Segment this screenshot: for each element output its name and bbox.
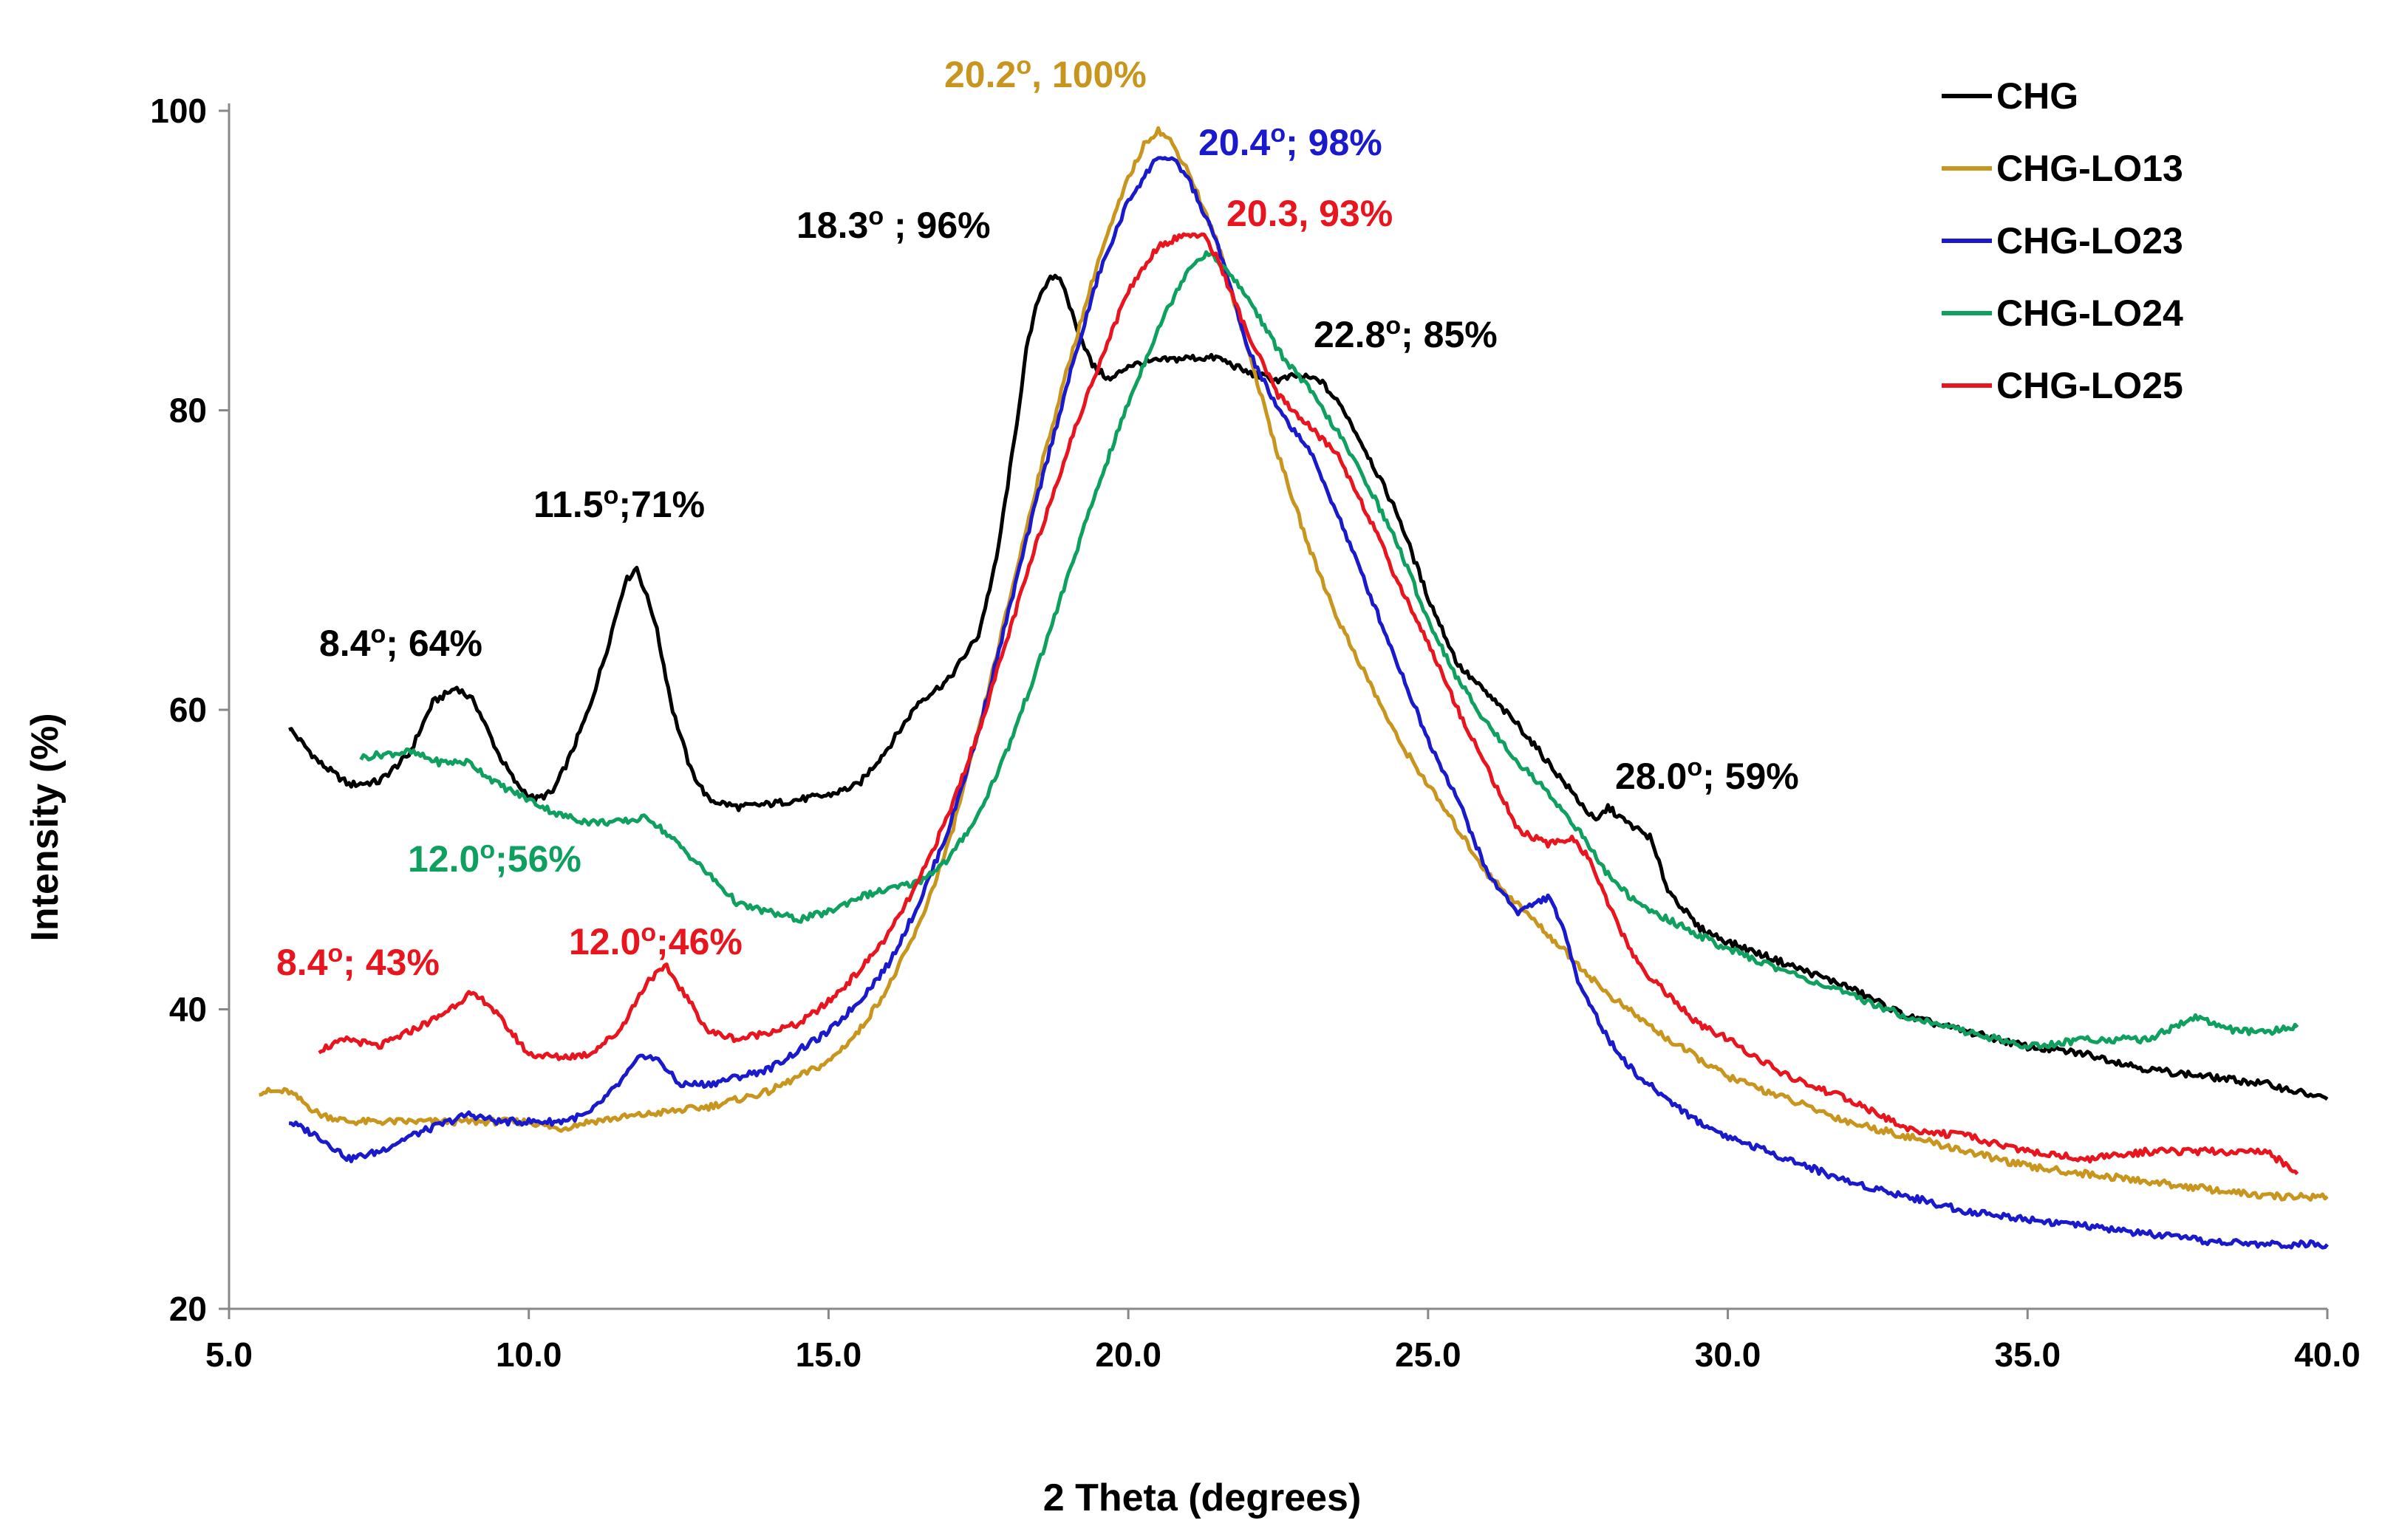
x-axis-title: 2 Theta (degrees) [1043,1476,1362,1519]
axes: 5.0 10.0 15.0 20.0 25.0 30.0 35.0 40.0 20 40 60 80 1… [150,92,2361,1374]
annotations: 8.4o; 64% 11.5o;71% 18.3o ; 96% 22.8o; 85% 2… [276,52,1799,983]
x-tick-label: 5.0 [205,1335,253,1374]
x-tick-label: 15.0 [796,1335,862,1374]
x-tick-label: 10.0 [496,1335,562,1374]
y-tick-label: 80 [169,391,207,430]
peak-annotation: 18.3o ; 96% [796,202,991,246]
y-tick-label: 20 [169,1290,207,1328]
x-tick-label: 35.0 [1995,1335,2061,1374]
peak-annotation: 8.4o; 43% [276,940,440,983]
peak-annotation: 22.8o; 85% [1314,312,1498,355]
legend-label: CHG-LO13 [1996,148,2183,189]
legend-label: CHG-LO25 [1996,365,2183,406]
peak-annotation: 11.5o;71% [533,482,705,525]
legend: CHG CHG-LO13 CHG-LO23 CHG-LO24 CHG-LO25 [1942,75,2183,406]
peak-annotation: 12.0o;56% [408,836,581,880]
x-tick-label: 30.0 [1695,1335,1761,1374]
peak-annotation: 20.2o, 100% [944,52,1147,95]
peak-annotation: 28.0o; 59% [1615,753,1799,797]
series-line-chg-lo24 [359,250,2299,1050]
legend-label: CHG-LO24 [1996,292,2183,334]
x-tick-label: 20.0 [1095,1335,1161,1374]
legend-label: CHG [1996,75,2078,117]
series-line-chg-lo25 [318,232,2299,1176]
peak-annotation: 8.4o; 64% [319,620,482,664]
series-line-chg-lo23 [288,156,2329,1250]
y-tick-label: 60 [169,691,207,729]
x-tick-label: 25.0 [1395,1335,1461,1374]
series-group [259,126,2329,1250]
legend-label: CHG-LO23 [1996,220,2183,261]
y-axis-title: Intensity (%) [24,713,66,941]
series-line-chg [288,273,2329,1101]
peak-annotation: 12.0o;46% [569,919,743,962]
y-tick-label: 40 [169,990,207,1029]
peak-annotation: 20.3, 93% [1226,193,1393,234]
y-tick-label: 100 [150,92,207,130]
series-line-chg-lo13 [259,126,2329,1202]
x-tick-label: 40.0 [2294,1335,2361,1374]
peak-annotation: 20.4o; 98% [1198,120,1382,163]
